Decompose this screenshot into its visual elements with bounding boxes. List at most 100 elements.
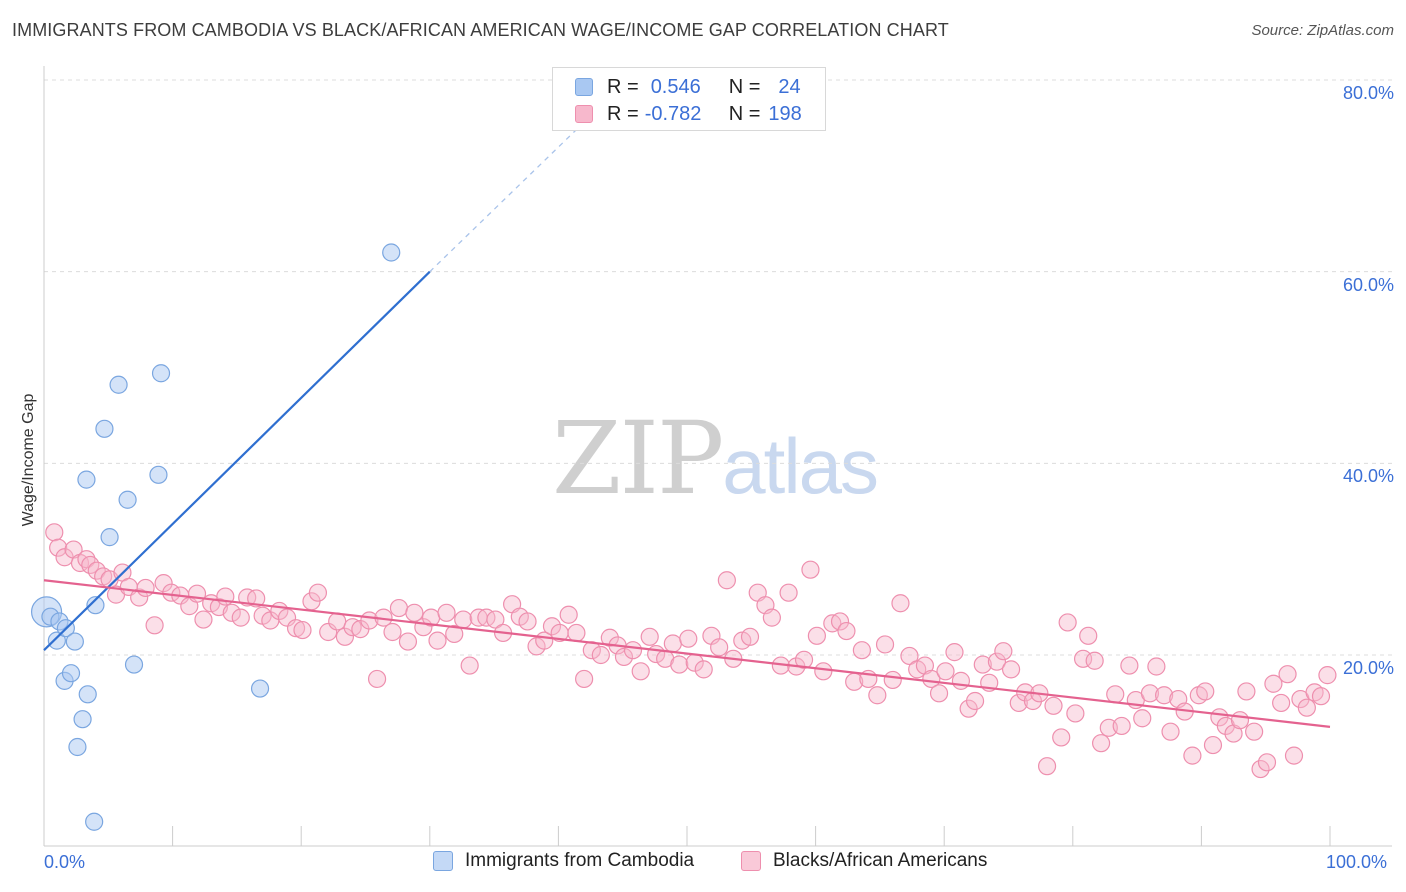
point-cambodia [250,679,270,698]
x-tick-max: 100.0% [1326,852,1388,872]
point-black-african-american [1196,682,1215,701]
point-black-african-american [794,650,814,669]
point-cambodia [47,631,66,650]
point-black-african-american [1297,698,1316,717]
point-black-african-american [1230,711,1250,730]
legend-r-value: -0.782 [644,102,702,125]
watermark-zip: ZIP [552,400,724,517]
point-black-african-american [740,627,760,646]
point-black-african-american [1278,665,1297,684]
point-black-african-american [277,608,297,627]
point-black-african-american [1237,682,1256,701]
point-black-african-american [591,645,610,665]
point-black-african-american [1085,651,1104,670]
point-black-african-american [814,662,833,681]
point-cambodia [382,243,401,262]
correlation-legend: R = 0.546 N = 24 R = -0.782 N = 198 [552,67,826,131]
point-black-african-american [367,669,387,689]
point-black-african-american [837,621,856,641]
point-black-african-american [328,612,347,631]
point-cambodia [68,737,87,757]
point-black-african-american [231,608,250,627]
legend-r-label: R = [607,75,639,98]
point-cambodia [118,490,137,509]
point-black-african-american [945,643,964,662]
point-cambodia [151,364,171,383]
point-cambodia [78,685,97,704]
point-black-african-american [428,631,447,650]
point-cambodia [86,596,105,615]
point-black-african-american [445,624,464,644]
point-cambodia [95,419,114,438]
legend-row-cambodia: R = 0.546 N = 24 [575,75,801,99]
legend-item-cambodia[interactable]: Immigrants from Cambodia [433,850,694,872]
point-black-african-american [1311,687,1331,706]
point-black-african-american [1133,709,1152,728]
point-black-african-american [987,652,1007,671]
legend-r-value: 0.546 [650,75,701,98]
point-black-african-american [951,671,971,690]
point-black-african-american [335,627,355,646]
point-black-african-american [194,610,213,629]
point-black-african-american [868,686,887,705]
legend-item-black[interactable]: Blacks/African Americans [741,850,987,872]
point-cambodia [149,465,168,484]
point-black-african-american [1155,686,1174,705]
trendline-cambodia [43,270,431,651]
point-black-african-american [694,660,713,679]
source-label: Source: ZipAtlas.com [1251,22,1394,39]
y-tick-label: 60.0% [1342,274,1394,295]
point-black-african-american [518,612,537,631]
point-black-african-american [679,629,698,648]
point-black-african-american [614,647,634,667]
legend-r-label: R = [607,102,639,125]
point-black-african-american [1112,716,1131,736]
point-cambodia [61,664,81,683]
legend-n-value: 198 [768,102,802,125]
point-black-african-american [136,578,155,598]
point-black-african-american [717,571,736,590]
point-black-african-american [929,684,949,703]
point-black-african-american [222,603,241,622]
point-black-african-american [437,603,456,622]
point-black-african-american [293,620,312,640]
point-black-african-american [965,691,985,711]
point-black-african-american [460,656,479,675]
x-tick-min: 0.0% [44,852,86,872]
point-black-african-american [567,623,586,643]
point-black-african-american [1203,735,1223,755]
point-black-african-american [247,589,266,608]
point-black-african-american [875,635,895,654]
point-black-african-american [1251,759,1270,779]
point-black-african-american [1037,757,1057,776]
legend-swatch-pink [575,105,593,123]
point-black-african-american [1140,684,1160,703]
point-black-african-american [640,627,659,646]
legend-n-label: N = [728,75,761,98]
point-cambodia [100,528,119,547]
point-black-african-american [623,641,643,660]
point-cambodia [73,710,92,729]
point-black-african-american [1183,746,1202,765]
point-black-african-american [600,628,619,647]
trendline-cambodia-extension [429,121,585,273]
point-black-african-american [1079,626,1098,645]
point-cambodia [77,470,96,489]
point-black-african-american [1147,657,1166,676]
point-black-african-american [631,662,650,681]
legend-n-value: 24 [778,75,801,98]
point-black-african-american [663,634,682,653]
point-black-african-american [49,538,68,557]
point-black-african-american [308,583,328,602]
point-cambodia [85,812,104,831]
y-tick-label: 40.0% [1342,466,1394,487]
point-black-african-american [891,594,910,613]
point-black-african-american [575,669,594,689]
point-black-african-american [454,610,473,629]
point-black-african-american [1073,649,1093,668]
point-black-african-american [286,619,306,638]
watermark: ZIPatlas [552,400,879,517]
point-black-african-american [1044,696,1063,715]
trendline-black-african-american [43,579,1331,728]
point-black-african-american [398,632,418,651]
